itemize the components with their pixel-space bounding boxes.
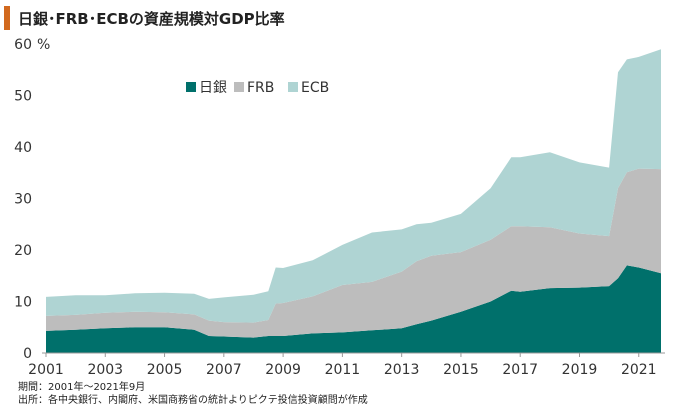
x-tick-label-2001: 2001 bbox=[28, 362, 64, 378]
area-layer bbox=[46, 49, 661, 353]
x-tick-label-2019: 2019 bbox=[562, 362, 598, 378]
legend-label-boj: 日銀 bbox=[199, 80, 227, 96]
area-frb bbox=[46, 168, 661, 338]
x-tick-label-2021: 2021 bbox=[621, 362, 657, 378]
axes-layer: 0 10 20 30 40 50 60 % 2001 2003 2005 2007 2009 2011 20… bbox=[14, 37, 665, 378]
x-tick-label-2009: 2009 bbox=[265, 362, 301, 378]
legend-swatch-boj bbox=[186, 82, 196, 92]
y-tick-label-0: 0 bbox=[23, 346, 32, 362]
chart-title: 日銀･FRB･ECBの資産規模対GDP比率 bbox=[18, 10, 285, 28]
x-tick-label-2011: 2011 bbox=[325, 362, 361, 378]
period-note: 期間：2001年～2021年9月 bbox=[18, 382, 146, 393]
x-tick-label-2015: 2015 bbox=[443, 362, 479, 378]
area-ecb bbox=[46, 49, 661, 323]
legend-label-frb: FRB bbox=[247, 80, 274, 96]
source-note: 出所：各中央銀行、内閣府、米国商務省の統計よりピクテ投信投資顧問が作成 bbox=[18, 395, 368, 406]
x-tick-label-2003: 2003 bbox=[87, 362, 123, 378]
y-tick-label-10: 10 bbox=[14, 295, 32, 311]
y-tick-label-30: 30 bbox=[14, 192, 32, 208]
legend-swatch-ecb bbox=[288, 82, 298, 92]
legend-label-ecb: ECB bbox=[301, 80, 329, 96]
area-boj bbox=[46, 265, 661, 353]
x-tick-label-2007: 2007 bbox=[206, 362, 242, 378]
y-tick-label-60: 60 bbox=[14, 37, 32, 53]
x-tick-label-2017: 2017 bbox=[502, 362, 538, 378]
y-tick-label-20: 20 bbox=[14, 243, 32, 259]
y-tick-label-40: 40 bbox=[14, 140, 32, 156]
y-tick-label-50: 50 bbox=[14, 89, 32, 105]
x-tick-label-2013: 2013 bbox=[384, 362, 420, 378]
legend-swatch-frb bbox=[234, 82, 244, 92]
y-unit-label: % bbox=[37, 37, 50, 53]
x-tick-label-2005: 2005 bbox=[147, 362, 183, 378]
title-accent-bar bbox=[4, 6, 10, 30]
chart-notes: 期間：2001年～2021年9月 出所：各中央銀行、内閣府、米国商務省の統計より… bbox=[18, 381, 368, 407]
legend: 日銀 FRB ECB bbox=[186, 80, 329, 96]
